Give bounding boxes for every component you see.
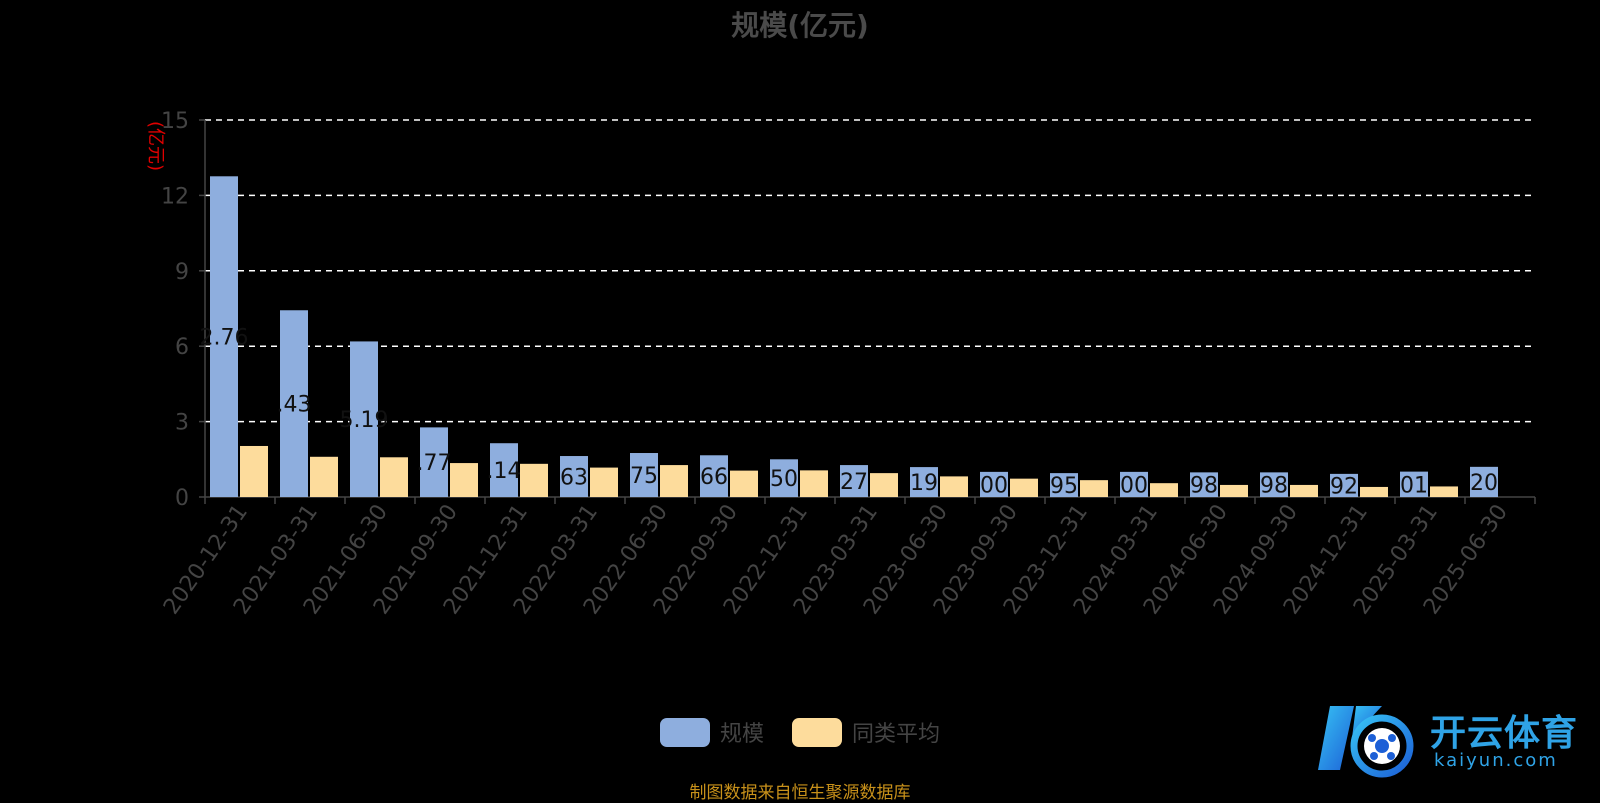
bar-average bbox=[1150, 483, 1178, 497]
legend-swatch-scale bbox=[659, 717, 710, 747]
legend-label-scale: 规模 bbox=[719, 722, 764, 747]
bar-average bbox=[1290, 484, 1318, 497]
bar-average bbox=[660, 465, 688, 497]
legend: 规模 同类平均 bbox=[0, 716, 1600, 748]
bar-average bbox=[310, 456, 338, 497]
bar-average bbox=[800, 470, 828, 497]
bar-scale bbox=[210, 176, 238, 498]
data-label-scale: 19 bbox=[910, 471, 938, 496]
bar-average bbox=[1430, 486, 1458, 497]
y-tick-label: 15 bbox=[161, 109, 189, 134]
data-label-scale: 66 bbox=[700, 465, 728, 490]
y-tick-label: 3 bbox=[175, 411, 189, 436]
bar-average bbox=[1360, 486, 1388, 497]
data-label-scale: 63 bbox=[560, 466, 588, 491]
bar-scale bbox=[770, 459, 798, 497]
bar-scale bbox=[1260, 472, 1288, 497]
legend-item-scale[interactable]: 规模 bbox=[659, 716, 764, 748]
bar-average bbox=[940, 476, 968, 497]
bar-average bbox=[870, 473, 898, 497]
bar-average bbox=[1080, 480, 1108, 497]
bar-average bbox=[380, 457, 408, 497]
data-label-scale: 5.19 bbox=[340, 408, 389, 433]
bar-average bbox=[520, 463, 548, 497]
data-label-scale: 27 bbox=[840, 470, 868, 495]
bar-scale bbox=[1400, 471, 1428, 497]
data-label-scale: 92 bbox=[1330, 474, 1358, 499]
y-tick-label: 12 bbox=[161, 184, 189, 209]
data-label-scale: .14 bbox=[487, 459, 522, 484]
bar-average bbox=[240, 445, 268, 497]
bar-scale bbox=[1470, 466, 1498, 497]
y-tick-label: 6 bbox=[175, 335, 189, 360]
y-axis-label: (亿元) bbox=[145, 121, 166, 171]
chart-title: 规模(亿元) bbox=[731, 9, 869, 42]
logo-subtext: kaiyun.com bbox=[1434, 750, 1558, 771]
bar-scale bbox=[1330, 473, 1358, 497]
bar-scale bbox=[840, 465, 868, 497]
data-label-scale: 98 bbox=[1260, 474, 1288, 499]
bar-scale bbox=[980, 471, 1008, 497]
data-label-scale: 75 bbox=[630, 464, 658, 489]
bar-scale bbox=[350, 341, 378, 497]
logo-text: 开云体育 bbox=[1430, 713, 1579, 754]
bar-scale bbox=[280, 310, 308, 497]
watermark-logo: 开云体育 kaiyun.com bbox=[1312, 698, 1592, 782]
source-note: 制图数据来自恒生聚源数据库 bbox=[689, 783, 911, 803]
y-tick-label: 0 bbox=[175, 486, 189, 511]
bar-average bbox=[590, 467, 618, 497]
legend-label-average: 同类平均 bbox=[852, 722, 941, 747]
bar-scale bbox=[420, 427, 448, 497]
legend-item-average[interactable]: 同类平均 bbox=[792, 716, 940, 748]
data-label-scale: 98 bbox=[1190, 474, 1218, 499]
bar-average bbox=[1010, 478, 1038, 497]
bar-scale bbox=[910, 467, 938, 497]
data-label-scale: .77 bbox=[417, 451, 452, 476]
bar-scale bbox=[490, 443, 518, 497]
data-label-scale: 00 bbox=[980, 473, 1008, 498]
bar-average bbox=[730, 470, 758, 497]
data-label-scale: 20 bbox=[1470, 471, 1498, 496]
bar-scale bbox=[560, 456, 588, 497]
bar-scale bbox=[1190, 472, 1218, 497]
bar-scale bbox=[1120, 471, 1148, 497]
data-label-scale: 50 bbox=[770, 467, 798, 492]
data-label-scale: 2.76 bbox=[200, 326, 249, 351]
data-label-scale: .43 bbox=[277, 393, 312, 418]
bar-average bbox=[450, 463, 478, 497]
bar-average bbox=[1220, 484, 1248, 497]
bar-scale bbox=[700, 455, 728, 497]
bar-scale bbox=[1050, 473, 1078, 497]
y-tick-label: 9 bbox=[175, 260, 189, 285]
bar-scale bbox=[630, 453, 658, 497]
kaiyun-logo-icon bbox=[1318, 706, 1414, 778]
data-label-scale: 95 bbox=[1050, 474, 1078, 499]
data-label-scale: 00 bbox=[1120, 473, 1148, 498]
data-label-scale: 01 bbox=[1400, 473, 1428, 498]
legend-swatch-average bbox=[792, 717, 842, 747]
